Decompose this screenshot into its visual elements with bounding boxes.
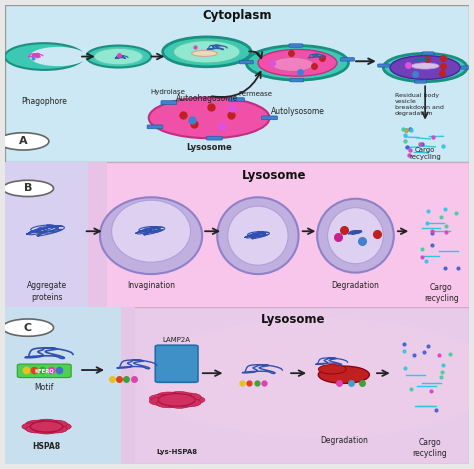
Text: Cargo
recycling: Cargo recycling — [424, 283, 459, 303]
Circle shape — [48, 423, 71, 431]
Text: Hydrolase: Hydrolase — [150, 89, 185, 95]
Circle shape — [26, 425, 49, 433]
Text: Cargo
recycling: Cargo recycling — [412, 438, 447, 458]
Circle shape — [177, 399, 201, 407]
Ellipse shape — [411, 63, 439, 69]
Text: Aggregate
proteins: Aggregate proteins — [27, 281, 67, 302]
Text: Lysosome: Lysosome — [242, 169, 306, 182]
Circle shape — [44, 420, 67, 428]
Text: Autoohagosome: Autoohagosome — [176, 94, 238, 103]
Ellipse shape — [191, 50, 217, 56]
Circle shape — [44, 425, 67, 433]
Circle shape — [158, 393, 195, 406]
Circle shape — [2, 319, 54, 336]
FancyBboxPatch shape — [228, 98, 245, 101]
FancyBboxPatch shape — [290, 78, 304, 82]
Circle shape — [156, 392, 181, 400]
Text: Lysosome: Lysosome — [261, 313, 325, 326]
Text: Degradation: Degradation — [320, 436, 368, 445]
Circle shape — [177, 393, 201, 401]
Ellipse shape — [317, 199, 394, 272]
Text: LAMP2A: LAMP2A — [163, 337, 191, 342]
Circle shape — [94, 48, 143, 65]
Circle shape — [258, 49, 337, 76]
Text: Permease: Permease — [238, 91, 273, 98]
Circle shape — [35, 426, 58, 434]
FancyBboxPatch shape — [340, 58, 355, 61]
FancyBboxPatch shape — [17, 364, 71, 378]
FancyBboxPatch shape — [289, 44, 303, 47]
Ellipse shape — [100, 197, 202, 274]
Circle shape — [22, 423, 45, 431]
FancyBboxPatch shape — [378, 64, 390, 67]
Ellipse shape — [111, 200, 191, 262]
FancyBboxPatch shape — [161, 101, 177, 105]
FancyBboxPatch shape — [239, 61, 253, 64]
Circle shape — [0, 133, 49, 150]
Text: B: B — [24, 183, 32, 193]
Circle shape — [149, 394, 173, 402]
Text: Motif: Motif — [35, 383, 54, 392]
Circle shape — [318, 366, 369, 383]
Circle shape — [272, 57, 314, 71]
Text: Lysosome: Lysosome — [186, 143, 232, 152]
Text: Cytoplasm: Cytoplasm — [202, 9, 272, 23]
Circle shape — [86, 45, 151, 68]
Ellipse shape — [328, 208, 383, 264]
Circle shape — [318, 364, 346, 374]
Circle shape — [156, 400, 181, 408]
FancyBboxPatch shape — [422, 52, 434, 55]
FancyBboxPatch shape — [147, 125, 163, 129]
Circle shape — [5, 43, 84, 70]
Circle shape — [35, 419, 58, 427]
Circle shape — [29, 47, 86, 66]
FancyBboxPatch shape — [5, 5, 469, 162]
Circle shape — [149, 397, 173, 406]
Circle shape — [173, 40, 240, 63]
FancyBboxPatch shape — [262, 116, 277, 120]
Circle shape — [30, 421, 63, 432]
Circle shape — [149, 98, 270, 138]
FancyBboxPatch shape — [414, 80, 427, 83]
Circle shape — [26, 420, 49, 428]
Text: Invagination: Invagination — [127, 281, 175, 290]
Ellipse shape — [217, 197, 299, 274]
Text: Lys-HSPA8: Lys-HSPA8 — [156, 448, 197, 454]
Text: KFERQ: KFERQ — [34, 368, 54, 373]
Circle shape — [163, 37, 251, 67]
FancyBboxPatch shape — [88, 162, 469, 310]
Text: HSPA8: HSPA8 — [33, 442, 61, 451]
Text: Cargo
recycling: Cargo recycling — [409, 147, 441, 160]
Circle shape — [390, 56, 460, 79]
Text: Phagophore: Phagophore — [21, 98, 67, 106]
Text: C: C — [24, 323, 32, 333]
FancyBboxPatch shape — [5, 307, 469, 464]
FancyBboxPatch shape — [5, 307, 135, 464]
FancyBboxPatch shape — [5, 162, 107, 310]
Ellipse shape — [228, 206, 288, 265]
Circle shape — [2, 180, 54, 197]
Circle shape — [246, 45, 348, 80]
Circle shape — [167, 400, 191, 408]
Text: Residual body
vesicle
breakdown and
degradation: Residual body vesicle breakdown and degr… — [395, 93, 444, 116]
Circle shape — [144, 318, 474, 438]
FancyBboxPatch shape — [121, 307, 469, 464]
Text: Autolysosome: Autolysosome — [271, 107, 324, 116]
FancyBboxPatch shape — [461, 66, 473, 69]
Circle shape — [181, 396, 205, 404]
Text: Degradation: Degradation — [331, 281, 379, 290]
Text: A: A — [19, 136, 27, 146]
FancyBboxPatch shape — [5, 162, 469, 310]
Circle shape — [383, 53, 467, 82]
FancyBboxPatch shape — [155, 345, 198, 382]
Circle shape — [167, 392, 191, 400]
FancyBboxPatch shape — [207, 136, 222, 140]
